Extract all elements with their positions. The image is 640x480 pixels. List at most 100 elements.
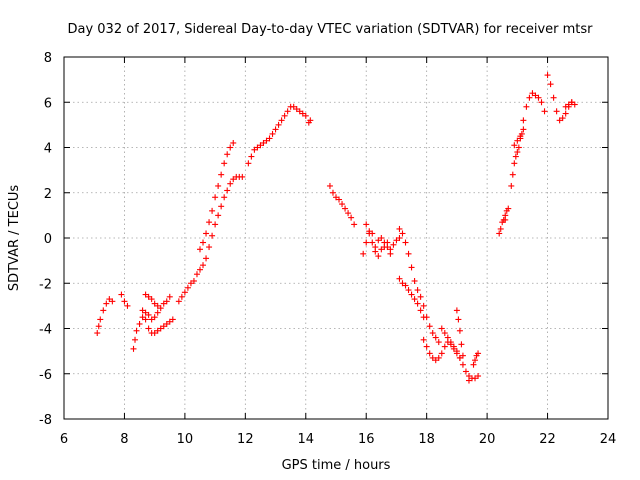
data-point [148,316,155,323]
data-point [375,253,382,260]
data-point [475,350,482,357]
data-point [109,298,116,305]
data-point [169,316,176,323]
data-point [251,146,258,153]
data-point [538,99,545,106]
data-point [329,189,336,196]
data-point [203,255,210,262]
data-point [166,318,173,325]
data-point [426,323,433,330]
data-point [260,139,267,146]
data-point [218,203,225,210]
data-point [472,375,479,382]
data-point [163,320,170,327]
data-point [399,230,406,237]
data-point [132,336,139,343]
data-point [151,314,158,321]
data-point [197,266,203,273]
data-point [369,239,376,246]
data-point [154,327,161,334]
data-point [215,212,222,219]
data-point [290,103,297,110]
data-point [456,354,463,361]
y-tick-label: -2 [39,277,52,292]
data-point [453,348,460,355]
data-point [372,248,379,255]
data-point [402,239,409,246]
data-point [206,219,213,226]
y-tick-label: 8 [44,51,52,66]
data-point [402,282,409,289]
data-point [257,142,264,149]
data-point [438,350,445,357]
data-point [544,72,551,79]
data-point [139,314,146,321]
data-point [187,280,194,287]
data-point [145,293,152,300]
data-point [151,300,158,307]
x-tick-label: 16 [358,432,375,447]
data-point [502,212,509,219]
data-point [514,149,521,156]
data-point [212,194,219,201]
data-point [366,230,373,237]
data-point [284,108,291,115]
grid [64,57,608,419]
data-point [181,289,188,296]
data-point [496,230,503,237]
x-tick-label: 10 [177,432,194,447]
data-point [472,357,479,364]
data-point [227,180,234,187]
data-point [100,307,107,314]
data-point [209,207,216,214]
data-point [302,112,309,119]
data-point [278,117,285,124]
data-point [363,239,370,246]
data-point [562,110,569,117]
data-point [520,126,527,133]
data-point [197,246,203,253]
data-point [227,144,234,151]
data-point [375,237,382,244]
data-point [414,287,421,294]
data-point [160,300,167,307]
data-point [411,277,418,284]
data-point [106,296,113,303]
data-point [266,135,273,142]
data-point [405,250,412,257]
data-point [378,235,385,241]
data-point [142,309,149,316]
data-point [411,296,418,303]
data-point [248,153,255,160]
data-point [441,330,448,337]
data-point [429,354,436,361]
data-point [432,334,439,341]
data-point [465,377,472,384]
data-point [193,271,200,278]
data-point [269,130,276,137]
data-point [435,354,442,361]
data-point [517,133,524,140]
data-point [438,325,445,332]
data-point [245,160,252,167]
data-point [529,90,536,97]
data-point [423,343,430,350]
data-point [405,287,412,294]
data-point [224,151,231,158]
data-point [221,160,228,167]
data-point [568,99,575,106]
data-point [154,302,161,309]
x-tick-label: 8 [120,432,128,447]
data-point [508,182,515,189]
x-tick-label: 18 [418,432,435,447]
data-point [221,194,228,201]
data-point [148,296,155,303]
data-point [417,293,424,300]
data-point [124,302,131,309]
data-point [145,325,152,332]
data-point [163,298,170,305]
data-point [121,298,128,305]
data-point [535,94,542,101]
data-point [450,343,457,350]
